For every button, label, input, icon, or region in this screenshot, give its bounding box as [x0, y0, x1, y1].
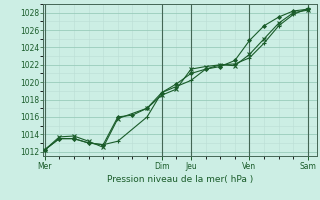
X-axis label: Pression niveau de la mer( hPa ): Pression niveau de la mer( hPa ) — [107, 175, 253, 184]
